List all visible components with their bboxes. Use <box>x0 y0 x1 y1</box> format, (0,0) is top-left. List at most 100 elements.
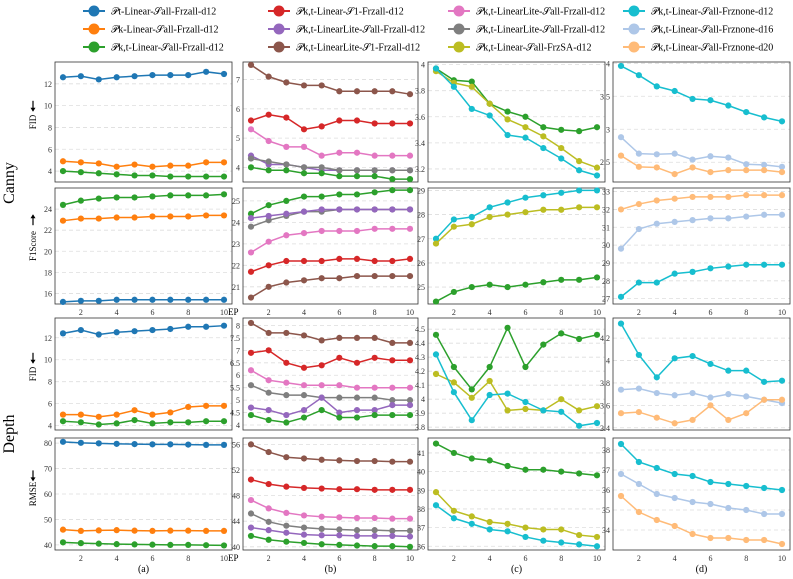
series-red <box>247 347 414 371</box>
series-brown <box>247 272 414 301</box>
series-line <box>62 528 224 532</box>
y-tick-label: 38 <box>417 505 425 514</box>
data-point <box>468 105 475 113</box>
data-point <box>300 332 308 339</box>
y-tick-label: 60 <box>44 490 52 499</box>
data-point <box>540 537 547 544</box>
y-tick-label: 52 <box>232 466 240 475</box>
panel-frame <box>427 437 606 551</box>
series-olive <box>432 68 601 171</box>
data-point <box>371 152 378 159</box>
data-point <box>318 170 325 177</box>
data-point <box>725 480 732 488</box>
legend-item: 𝒫k,t-Linear-𝒮all-Frznone-d12 <box>623 5 773 18</box>
data-point <box>265 347 272 354</box>
data-point <box>336 275 343 282</box>
series-blue <box>59 296 228 305</box>
data-point <box>265 406 272 414</box>
data-point <box>95 527 102 534</box>
data-point <box>95 421 102 428</box>
series-line <box>435 442 598 477</box>
series-green <box>59 191 228 208</box>
legend-label: 𝒫k,t-LinearLite-𝒮1-Frzall-d12 <box>296 43 420 54</box>
data-point <box>406 91 414 98</box>
panel-frame <box>427 187 606 305</box>
data-point <box>283 411 290 419</box>
y-tick-label: 4.3 <box>415 353 425 362</box>
data-point <box>593 187 601 194</box>
data-point <box>635 508 642 516</box>
data-point <box>77 159 84 166</box>
x-tick-label: 4 <box>115 554 119 563</box>
data-point <box>336 457 343 464</box>
data-point <box>113 411 120 418</box>
data-point <box>389 402 396 409</box>
data-point <box>576 470 583 477</box>
data-point <box>635 163 642 170</box>
data-point <box>617 152 625 159</box>
x-tick-label: 4 <box>673 308 677 317</box>
data-point <box>167 162 174 169</box>
data-point <box>540 279 547 286</box>
data-point <box>761 510 768 518</box>
data-point <box>389 167 396 174</box>
data-point <box>185 323 192 330</box>
data-point <box>389 257 396 265</box>
data-point <box>450 288 457 296</box>
series-brown <box>247 441 414 465</box>
data-point <box>59 539 67 546</box>
data-point <box>486 518 493 526</box>
data-point <box>725 367 732 374</box>
data-point <box>265 212 272 220</box>
y-tick-label: 36 <box>602 486 610 495</box>
data-point <box>318 485 325 492</box>
data-point <box>576 531 583 539</box>
data-point <box>635 150 642 157</box>
data-point <box>432 240 440 247</box>
data-point <box>389 515 396 522</box>
data-point <box>406 402 414 409</box>
y-tick-label: 23 <box>232 240 240 249</box>
data-point <box>300 193 308 200</box>
data-point <box>131 328 138 335</box>
legend-marker <box>88 23 100 35</box>
data-point <box>468 78 475 85</box>
x-tick-label: 10 <box>593 554 601 563</box>
data-point <box>77 439 84 446</box>
legend-label: 𝒫k,t-Linear-𝒮all-Frznone-d16 <box>651 25 773 36</box>
data-point <box>389 384 396 391</box>
data-point <box>203 402 210 409</box>
data-point <box>707 97 714 104</box>
data-point <box>318 382 325 389</box>
data-point <box>725 215 732 222</box>
data-point <box>558 276 565 283</box>
series-green <box>247 187 414 217</box>
data-point <box>689 217 696 224</box>
series-peach <box>617 492 786 548</box>
series-line <box>62 299 224 303</box>
data-point <box>336 149 343 156</box>
data-point <box>283 379 290 386</box>
series-line <box>250 443 410 463</box>
data-point <box>167 296 174 303</box>
series-line <box>250 275 410 299</box>
data-point <box>95 76 102 83</box>
data-point <box>185 541 192 549</box>
data-point <box>167 71 174 79</box>
data-point <box>593 543 601 550</box>
data-point <box>353 394 361 401</box>
data-point <box>707 360 714 368</box>
data-point <box>689 352 696 360</box>
data-point <box>77 540 84 547</box>
figure-labels: Canny Depth FID F1Score FID RMSE EP EP (a) (b) (c)… <box>1 100 707 575</box>
series-line <box>250 396 410 416</box>
legend-label: 𝒫k,t-Linear-𝒮all-Frznone-d12 <box>651 7 773 18</box>
data-point <box>113 527 120 534</box>
data-point <box>113 74 120 81</box>
data-point <box>318 394 325 401</box>
data-point <box>689 164 696 171</box>
y-tick-label: 12 <box>44 80 52 89</box>
panel-canny-fid-d: 2.5 3 3.5 4 <box>600 59 791 183</box>
data-point <box>318 406 325 414</box>
y-tick-label: 7 <box>236 346 240 355</box>
